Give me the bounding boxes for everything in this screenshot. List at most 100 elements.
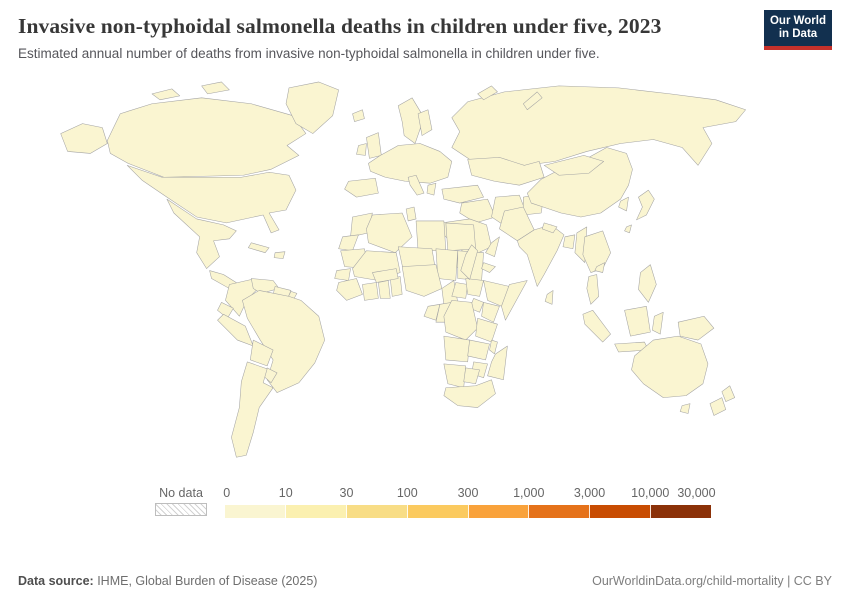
country-venezuela[interactable]: [250, 278, 280, 294]
legend-bin-300-1,000[interactable]: [468, 505, 530, 518]
country-kenya[interactable]: [481, 302, 500, 323]
country-new-guinea[interactable]: [677, 315, 715, 341]
legend-bin-10,000-30,000[interactable]: [651, 505, 711, 518]
country-namibia[interactable]: [443, 363, 466, 388]
country-turkey[interactable]: [441, 184, 484, 204]
country-central-african-republic[interactable]: [451, 282, 468, 299]
country-canada-arctic-islands[interactable]: [151, 88, 181, 101]
country-svalbard[interactable]: [477, 85, 498, 101]
country-malaysia[interactable]: [586, 274, 600, 305]
country-indonesia-sulawesi[interactable]: [652, 311, 664, 335]
legend-bin-30-100[interactable]: [346, 505, 408, 518]
country-guinea[interactable]: [336, 278, 363, 301]
country-sri-lanka[interactable]: [544, 290, 554, 305]
country-new-zealand-south[interactable]: [709, 397, 727, 416]
country-united-states[interactable]: [126, 165, 297, 234]
legend-tick-100: 100: [396, 486, 418, 500]
country-russia-novaya-zemlya[interactable]: [523, 91, 543, 111]
country-burkina-faso[interactable]: [372, 268, 399, 283]
country-new-zealand-north[interactable]: [721, 385, 736, 402]
country-ghana[interactable]: [378, 280, 391, 299]
country-italy[interactable]: [407, 174, 425, 196]
country-zambia[interactable]: [467, 339, 490, 361]
country-western-sahara[interactable]: [338, 234, 359, 251]
country-libya[interactable]: [415, 220, 447, 251]
legend-color-scale: 0 10 30 100 300 1,000 3,000 10,000 30,000: [223, 486, 716, 518]
country-cote-divoire[interactable]: [362, 282, 379, 301]
country-eritrea[interactable]: [481, 262, 496, 273]
country-gabon[interactable]: [423, 304, 441, 321]
legend-color-bar: [225, 505, 711, 518]
country-greece[interactable]: [426, 182, 437, 196]
legend-bin-0-10[interactable]: [225, 505, 286, 518]
country-mongolia[interactable]: [543, 155, 604, 176]
country-south-africa[interactable]: [443, 379, 496, 408]
owid-logo[interactable]: Our World in Data: [764, 10, 832, 50]
country-mozambique[interactable]: [487, 345, 508, 381]
country-canada-arctic-islands2[interactable]: [201, 81, 230, 95]
country-tanzania[interactable]: [475, 317, 498, 343]
country-peru[interactable]: [217, 313, 254, 347]
legend-tick-10,000: 10,000: [631, 486, 670, 500]
country-iberia[interactable]: [344, 177, 379, 198]
country-madagascar[interactable]: [460, 244, 478, 280]
country-taiwan[interactable]: [624, 224, 632, 234]
legend-tick-300: 300: [457, 486, 479, 500]
country-cuba[interactable]: [248, 242, 270, 253]
country-oman[interactable]: [485, 236, 500, 257]
country-brazil[interactable]: [242, 290, 326, 393]
country-philippines[interactable]: [638, 264, 657, 303]
country-tasmania[interactable]: [679, 403, 691, 414]
legend-tick-10: 10: [278, 486, 293, 500]
country-central-asia[interactable]: [467, 157, 545, 186]
country-indonesia-sumatra[interactable]: [582, 310, 611, 343]
data-source-label: Data source:: [18, 574, 94, 588]
owid-logo-line2: in Data: [778, 28, 818, 40]
legend-no-data-swatch[interactable]: [155, 503, 207, 516]
country-united-kingdom[interactable]: [366, 132, 382, 159]
legend-bin-3,000-10,000[interactable]: [590, 505, 652, 518]
country-angola[interactable]: [443, 335, 470, 363]
country-nepal[interactable]: [541, 222, 558, 234]
legend-tick-30: 30: [339, 486, 354, 500]
country-somalia[interactable]: [501, 280, 528, 321]
country-bolivia[interactable]: [249, 339, 274, 367]
legend-bin-10-30[interactable]: [285, 505, 347, 518]
country-south-sudan[interactable]: [465, 278, 484, 297]
country-botswana[interactable]: [463, 367, 480, 385]
chart-header: Invasive non-typhoidal salmonella deaths…: [0, 0, 850, 74]
owid-logo-line1: Our World: [769, 14, 826, 27]
country-canada[interactable]: [107, 97, 307, 178]
country-mexico[interactable]: [166, 198, 237, 269]
country-japan[interactable]: [636, 189, 655, 221]
country-indonesia-borneo[interactable]: [624, 306, 651, 337]
legend-bin-1,000-3,000[interactable]: [529, 505, 591, 518]
country-west-europe[interactable]: [368, 143, 453, 184]
country-chad[interactable]: [435, 248, 459, 281]
country-south-korea[interactable]: [618, 196, 629, 212]
country-nigeria[interactable]: [401, 264, 443, 297]
owid-url-license[interactable]: OurWorldinData.org/child-mortality | CC …: [592, 574, 832, 588]
country-democratic-republic-of-congo[interactable]: [443, 300, 478, 341]
country-haiti[interactable]: [273, 251, 286, 259]
page-title: Invasive non-typhoidal salmonella deaths…: [18, 14, 662, 38]
country-ireland[interactable]: [356, 143, 367, 156]
country-argentina-chile[interactable]: [231, 361, 274, 458]
country-tunisia[interactable]: [405, 206, 417, 222]
country-iceland[interactable]: [352, 109, 365, 122]
country-cambodia[interactable]: [594, 262, 605, 273]
country-algeria[interactable]: [366, 212, 413, 253]
country-greenland[interactable]: [285, 81, 339, 134]
country-iraq-levant[interactable]: [459, 198, 496, 224]
country-united-states-alaska[interactable]: [60, 123, 108, 154]
country-australia[interactable]: [631, 335, 709, 398]
page-subtitle: Estimated annual number of deaths from i…: [18, 46, 600, 61]
world-choropleth-map: [60, 81, 746, 458]
country-senegal[interactable]: [334, 268, 351, 281]
country-bangladesh[interactable]: [562, 234, 576, 250]
legend-bin-100-300[interactable]: [407, 505, 469, 518]
legend-tick-30,000: 30,000: [677, 486, 716, 500]
country-malawi[interactable]: [489, 339, 498, 355]
country-finland[interactable]: [417, 109, 433, 136]
country-scandinavia[interactable]: [397, 97, 425, 144]
